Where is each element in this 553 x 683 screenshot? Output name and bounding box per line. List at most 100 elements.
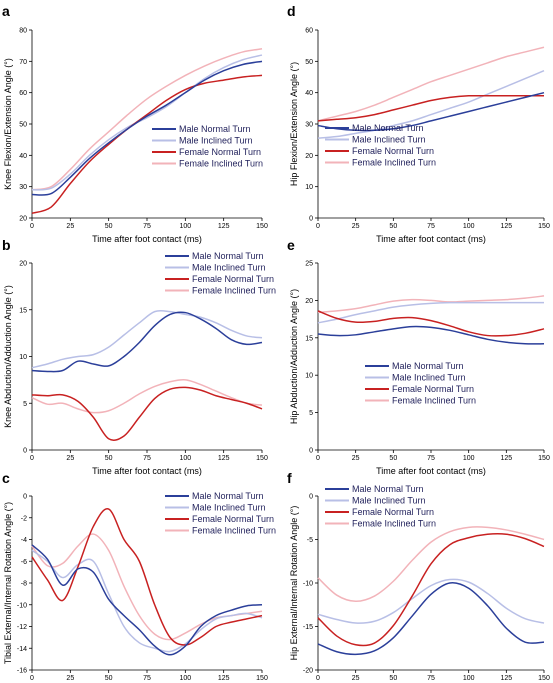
y-tick-label: 50 [305,59,313,66]
panel-label: e [287,237,295,253]
legend-label: Female Inclined Turn [192,286,276,296]
x-tick-label: 0 [316,223,320,230]
y-tick-label: 80 [19,28,27,35]
x-tick-label: 125 [500,675,512,682]
y-tick-label: 0 [23,448,27,455]
y-tick-label: -10 [17,602,27,609]
y-tick-label: 15 [305,335,313,342]
x-tick-label: 100 [179,223,191,230]
series-line-male-inclined-turn [317,70,545,139]
y-axis-title: Hip External/Internal Rotation Angle (°) [289,506,299,661]
series-line-male-normal-turn [317,582,545,656]
panel-label: a [2,3,10,19]
legend-label: Female Normal Turn [392,384,474,394]
legend-label: Male Normal Turn [352,123,424,133]
legend-label: Female Inclined Turn [192,526,276,536]
y-tick-label: 40 [19,153,27,160]
x-tick-label: 100 [463,675,475,682]
x-tick-label: 125 [218,455,230,462]
y-axis-title: Knee Flexion/Extension Angle (°) [3,58,13,190]
x-tick-label: 50 [389,675,397,682]
series-line-male-normal-turn [31,544,263,656]
y-tick-label: -14 [17,646,27,653]
y-axis-title: Tibial External/Internal Rotation Angle … [3,502,13,664]
legend-label: Female Normal Turn [192,274,274,284]
y-tick-label: 5 [23,401,27,408]
legend-label: Female Inclined Turn [352,158,436,168]
y-tick-label: -8 [21,581,27,588]
y-tick-label: -5 [307,537,313,544]
x-tick-label: 125 [500,455,512,462]
x-tick-label: 0 [316,455,320,462]
x-tick-label: 25 [352,455,360,462]
panel-label: f [287,470,292,486]
legend-label: Male Inclined Turn [179,136,253,146]
y-tick-label: 20 [19,216,27,223]
x-tick-label: 100 [179,675,191,682]
series-line-male-inclined-turn [31,309,263,369]
x-tick-label: 25 [66,223,74,230]
x-tick-label: 100 [179,455,191,462]
legend-label: Male Normal Turn [352,484,424,494]
y-tick-label: 10 [305,373,313,380]
y-tick-label: -10 [303,581,313,588]
y-tick-label: -2 [21,515,27,522]
series-line-female-inclined-turn [317,526,545,603]
x-tick-label: 25 [66,675,74,682]
x-axis-title: Time after foot contact (ms) [376,466,486,476]
y-tick-label: 40 [305,90,313,97]
chart-panel-e: e 0 25 50 75 100 125 150 0 5 10 15 20 25 Time after fo… [287,237,550,476]
legend-label: Female Normal Turn [352,146,434,156]
x-tick-label: 25 [352,675,360,682]
legend-label: Male Normal Turn [192,251,264,261]
x-tick-label: 150 [538,675,550,682]
x-tick-label: 50 [105,455,113,462]
x-tick-label: 150 [538,455,550,462]
x-axis-title: Time after foot contact (ms) [92,466,202,476]
legend-label: Female Inclined Turn [392,396,476,406]
series-line-male-inclined-turn [317,301,544,324]
legend-label: Female Normal Turn [352,507,434,517]
chart-panel-d: d 0 25 50 75 100 125 150 0 10 20 30 40 50 60 Time after… [287,3,550,244]
panel-label: c [2,470,10,486]
legend-label: Male Normal Turn [392,361,464,371]
x-tick-label: 100 [463,223,475,230]
x-axis-title: Time after foot contact (ms) [92,234,202,244]
x-tick-label: 125 [218,223,230,230]
x-tick-label: 75 [427,675,435,682]
y-tick-label: 0 [309,216,313,223]
panel-label: d [287,3,296,19]
legend-label: Female Inclined Turn [352,519,436,529]
y-tick-label: 5 [309,410,313,417]
y-axis-title: Hip Abduction/Adduction Angle (°) [289,289,299,424]
x-tick-label: 75 [143,455,151,462]
y-tick-label: 30 [19,184,27,191]
y-axis-title: Hip Flexion/Extension Angle (°) [289,62,299,186]
legend-label: Female Normal Turn [192,514,274,524]
y-tick-label: 20 [305,153,313,160]
x-tick-label: 75 [143,675,151,682]
legend-label: Female Inclined Turn [179,159,263,169]
y-tick-label: 10 [19,354,27,361]
legend-label: Male Inclined Turn [392,373,466,383]
y-tick-label: 15 [19,307,27,314]
y-tick-label: -20 [303,668,313,675]
panel-label: b [2,237,11,253]
x-tick-label: 25 [66,455,74,462]
y-axis-title: Knee Abduction/Adduction Angle (°) [3,285,13,428]
series-line-male-inclined-turn [31,549,263,653]
series-line-female-normal-turn [317,94,544,122]
y-tick-label: 30 [305,122,313,129]
y-tick-label: 25 [305,261,313,268]
legend-label: Male Normal Turn [179,124,251,134]
x-tick-label: 75 [427,223,435,230]
y-tick-label: 0 [23,494,27,501]
x-tick-label: 0 [30,455,34,462]
series-line-female-normal-turn [31,386,263,441]
series-line-female-inclined-turn [317,46,545,122]
y-tick-label: 60 [19,90,27,97]
y-tick-label: -4 [21,537,27,544]
